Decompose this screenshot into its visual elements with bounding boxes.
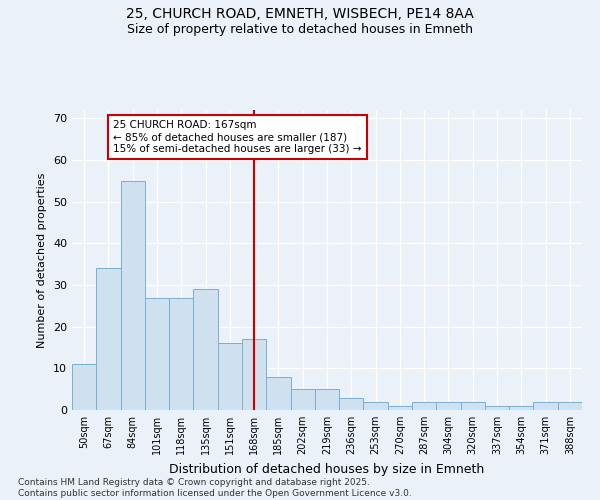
Bar xyxy=(242,339,266,410)
Bar xyxy=(558,402,582,410)
Bar xyxy=(461,402,485,410)
Bar xyxy=(533,402,558,410)
Bar xyxy=(509,406,533,410)
Text: Size of property relative to detached houses in Emneth: Size of property relative to detached ho… xyxy=(127,22,473,36)
Bar xyxy=(436,402,461,410)
Bar xyxy=(169,298,193,410)
Bar xyxy=(485,406,509,410)
Text: Contains HM Land Registry data © Crown copyright and database right 2025.
Contai: Contains HM Land Registry data © Crown c… xyxy=(18,478,412,498)
Bar xyxy=(364,402,388,410)
Bar xyxy=(266,376,290,410)
Bar xyxy=(290,389,315,410)
Bar xyxy=(96,268,121,410)
Bar xyxy=(412,402,436,410)
Bar xyxy=(339,398,364,410)
X-axis label: Distribution of detached houses by size in Emneth: Distribution of detached houses by size … xyxy=(169,462,485,475)
Bar xyxy=(218,344,242,410)
Bar xyxy=(315,389,339,410)
Text: 25 CHURCH ROAD: 167sqm
← 85% of detached houses are smaller (187)
15% of semi-de: 25 CHURCH ROAD: 167sqm ← 85% of detached… xyxy=(113,120,362,154)
Bar xyxy=(145,298,169,410)
Bar xyxy=(193,289,218,410)
Bar xyxy=(72,364,96,410)
Bar xyxy=(121,181,145,410)
Text: 25, CHURCH ROAD, EMNETH, WISBECH, PE14 8AA: 25, CHURCH ROAD, EMNETH, WISBECH, PE14 8… xyxy=(126,8,474,22)
Bar xyxy=(388,406,412,410)
Y-axis label: Number of detached properties: Number of detached properties xyxy=(37,172,47,348)
